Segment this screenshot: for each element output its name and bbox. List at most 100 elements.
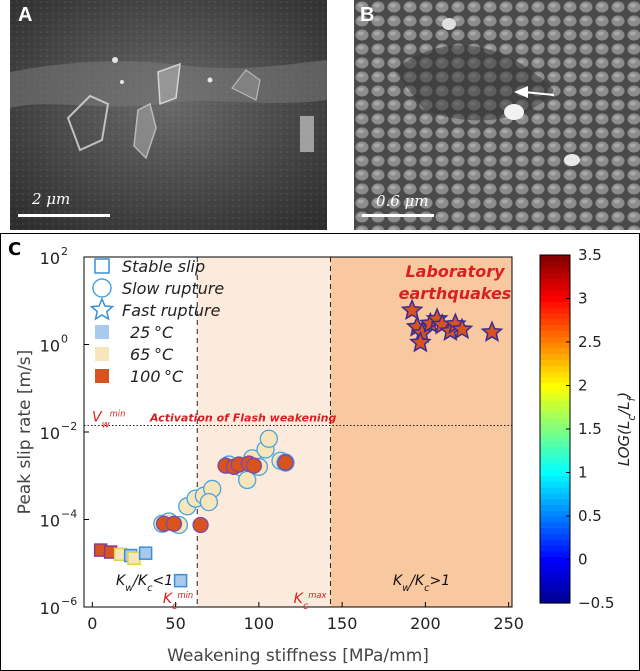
colorbar-band bbox=[540, 266, 570, 273]
kc-max-label: Kcmax bbox=[294, 590, 328, 612]
colorbar-band bbox=[540, 492, 570, 500]
colorbar-band bbox=[540, 284, 570, 291]
legend-temp-unit: °C bbox=[154, 345, 174, 364]
colorbar-band bbox=[540, 463, 570, 471]
x-tick-label: 150 bbox=[327, 614, 358, 633]
panel-a-micrograph: A 2 μm bbox=[10, 0, 327, 230]
data-point-circle bbox=[245, 457, 263, 474]
data-point-star bbox=[450, 317, 474, 340]
colorbar-band bbox=[540, 533, 570, 540]
colorbar-tick-label: 2.5 bbox=[578, 333, 602, 351]
colorbar-band bbox=[540, 510, 570, 517]
data-point-circle bbox=[165, 515, 183, 532]
panel-a-letter: A bbox=[18, 4, 33, 26]
colorbar-band bbox=[540, 487, 570, 494]
panel-a-texture bbox=[10, 0, 327, 230]
colorbar-band bbox=[540, 585, 570, 592]
colorbar-band bbox=[540, 452, 570, 459]
colorbar-band bbox=[540, 481, 570, 488]
colorbar-tick-label: 3 bbox=[578, 290, 588, 308]
y-tick-exponent: −2 bbox=[61, 420, 77, 433]
panel-a-scale-label: 2 μm bbox=[32, 190, 71, 208]
colorbar-band bbox=[540, 423, 570, 430]
colorbar-band bbox=[540, 330, 570, 337]
x-tick-label: 200 bbox=[410, 614, 441, 633]
y-tick-label: 10 bbox=[40, 512, 60, 531]
colorbar-band bbox=[540, 504, 570, 511]
data-point-circle bbox=[259, 429, 279, 448]
colorbar-band bbox=[540, 324, 570, 331]
panel-b-micrograph: B 0.6 μm bbox=[354, 0, 640, 230]
x-tick-label: 250 bbox=[493, 614, 524, 633]
x-tick-label: 100 bbox=[244, 614, 275, 633]
colorbar-band bbox=[540, 376, 570, 384]
data-point-star bbox=[409, 330, 432, 353]
y-tick-label: 10 bbox=[40, 599, 60, 618]
colorbar-band bbox=[540, 289, 570, 297]
panel-b-texture bbox=[354, 0, 640, 230]
colorbar-band bbox=[540, 400, 570, 407]
legend-temp-unit: °C bbox=[154, 323, 174, 342]
colorbar-band bbox=[540, 521, 570, 529]
colorbar-band bbox=[540, 434, 570, 442]
colorbar-tick-label: 0 bbox=[578, 551, 588, 569]
data-point-circle bbox=[199, 492, 219, 512]
colorbar-band bbox=[540, 574, 570, 581]
data-point-star bbox=[400, 298, 424, 321]
colorbar-band bbox=[540, 278, 570, 285]
vw-min-label: Vwmin bbox=[92, 408, 125, 430]
flash-weakening-label: Activation of Flash weakening bbox=[149, 411, 337, 424]
colorbar-band bbox=[540, 556, 570, 563]
colorbar-band bbox=[540, 347, 570, 355]
y-tick-label: 10 bbox=[40, 424, 60, 443]
colorbar-band bbox=[540, 394, 570, 401]
colorbar-band bbox=[540, 527, 570, 534]
region-label-line2: earthquakes bbox=[399, 284, 512, 303]
colorbar-band bbox=[540, 550, 570, 558]
legend-temp-value: 25 bbox=[130, 323, 150, 342]
panel-b-letter: B bbox=[360, 4, 375, 26]
colorbar-band bbox=[540, 359, 570, 366]
colorbar-band bbox=[540, 365, 570, 372]
colorbar-band bbox=[540, 405, 570, 413]
legend-shape-label: Fast rupture bbox=[122, 301, 221, 320]
colorbar-band bbox=[540, 301, 570, 308]
data-point-square bbox=[173, 573, 188, 588]
data-point-square bbox=[127, 551, 141, 566]
colorbar-band bbox=[540, 353, 570, 360]
kc-min-label: Kcmin bbox=[163, 590, 193, 612]
colorbar-band bbox=[540, 260, 570, 268]
colorbar-band bbox=[540, 545, 570, 552]
arrow-icon bbox=[514, 86, 528, 98]
colorbar-band bbox=[540, 475, 570, 482]
legend-temp-swatch bbox=[95, 325, 109, 339]
data-point-circle bbox=[277, 454, 294, 471]
legend-temp-swatch bbox=[95, 347, 109, 361]
colorbar-band bbox=[540, 458, 570, 465]
colorbar-band bbox=[540, 313, 570, 320]
panel-b-scale-label: 0.6 μm bbox=[376, 192, 429, 210]
left-region-label: Kw/Kc<1 bbox=[116, 573, 173, 594]
data-point-star bbox=[480, 320, 504, 342]
colorbar-band bbox=[540, 307, 570, 314]
legend-star-icon bbox=[89, 297, 115, 321]
colorbar-tick-label: 1.5 bbox=[578, 420, 602, 438]
colorbar-band bbox=[540, 255, 570, 262]
region-label-line1: Laboratory bbox=[405, 262, 505, 281]
colorbar-band bbox=[540, 568, 570, 575]
legend-temp-value: 100 bbox=[130, 367, 161, 386]
data-point-square bbox=[138, 546, 153, 560]
y-tick-exponent: −6 bbox=[61, 595, 77, 608]
panel-a-scale-bar bbox=[18, 214, 110, 217]
colorbar-label: LOG(Lc/Lf) bbox=[615, 392, 638, 466]
panel-c-letter: C bbox=[8, 239, 21, 260]
colorbar-band bbox=[540, 579, 570, 587]
colorbar-band bbox=[540, 498, 570, 505]
legend-temp-value: 65 bbox=[130, 345, 150, 364]
colorbar-band bbox=[540, 446, 570, 453]
data-point-circle bbox=[192, 516, 209, 534]
x-tick-label: 0 bbox=[87, 614, 97, 633]
colorbar-band bbox=[540, 411, 570, 418]
colorbar-band bbox=[540, 417, 570, 424]
colorbar-band bbox=[540, 318, 570, 326]
